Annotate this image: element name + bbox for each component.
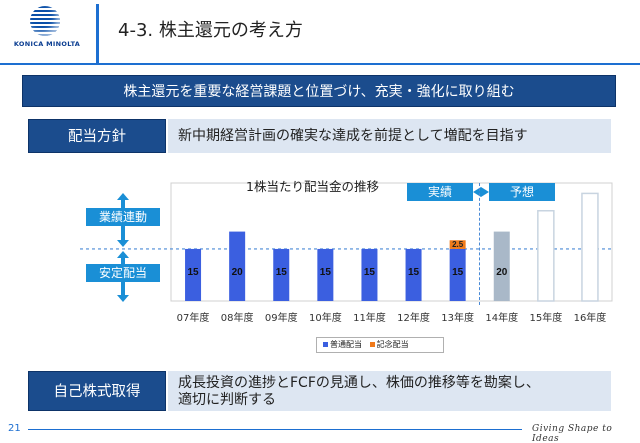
bar-value-label: 15 [320, 267, 332, 278]
stable-arrow-head-bottom [117, 295, 129, 302]
forecast-period-tag: 予想 [489, 183, 555, 201]
share-buyback-line-1: 成長投資の進捗とFCFの見通し、株価の推移等を勘案し、 [178, 375, 540, 391]
page-number: 21 [8, 423, 21, 434]
bar-value-label: 15 [408, 267, 420, 278]
bar-forecast-7 [493, 231, 510, 301]
bar-value-label: 15 [364, 267, 376, 278]
commemorative-value-label: 2.5 [452, 240, 464, 249]
policy-banner: 株主還元を重要な経営課題と位置づけ、充実・強化に取り組む [22, 75, 616, 107]
x-tick-label: 16年度 [574, 311, 607, 324]
x-tick-label: 08年度 [221, 311, 254, 324]
x-tick-label: 09年度 [265, 311, 298, 324]
x-tick-label: 07年度 [177, 311, 210, 324]
share-buyback-text: 成長投資の進捗とFCFの見通し、株価の推移等を勘案し、 適切に判断する [168, 371, 611, 411]
bar-outline-8 [537, 210, 555, 302]
performance-arrow-head-bottom [117, 239, 129, 247]
x-tick-label: 15年度 [529, 311, 562, 324]
x-tick-label: 14年度 [485, 311, 518, 324]
footer-slogan: Giving Shape to Ideas [532, 424, 613, 443]
company-logo: KONICA MINOLTA [0, 0, 92, 62]
bar-regular-5 [405, 248, 422, 301]
bar-outline-9 [581, 192, 599, 302]
chart-legend: 普通配当 記念配当 [316, 337, 444, 353]
page-title: 4-3. 株主還元の考え方 [118, 20, 303, 41]
share-buyback-line-2: 適切に判断する [178, 392, 276, 408]
stable-arrow-head-top [117, 250, 129, 258]
actual-period-tag: 実績 [407, 183, 473, 201]
actual-forecast-divider [479, 183, 480, 305]
x-tick-label: 12年度 [397, 311, 430, 324]
x-tick-label: 10年度 [309, 311, 342, 324]
chart-title: 1株当たり配当金の推移 [246, 179, 379, 194]
share-buyback-label: 自己株式取得 [28, 371, 166, 411]
dividend-policy-label: 配当方針 [28, 119, 166, 153]
bar-regular-2 [273, 248, 290, 301]
chart-bars [185, 192, 599, 302]
legend-commemorative-label: 記念配当 [376, 340, 409, 349]
bar-value-label: 20 [232, 267, 244, 278]
stable-dividend-tag: 安定配当 [86, 264, 160, 282]
globe-logo-icon [30, 6, 60, 36]
bar-regular-3 [317, 248, 334, 301]
header-vertical-rule [96, 4, 99, 64]
footer-rule [28, 429, 522, 430]
logo-text: KONICA MINOLTA [13, 40, 81, 48]
performance-arrow-head-top [117, 193, 129, 200]
legend-regular-label: 普通配当 [330, 340, 362, 349]
bar-value-label: 15 [187, 267, 199, 278]
arrow-right-icon [481, 187, 489, 197]
legend-commemorative-swatch [369, 342, 375, 347]
bar-value-label: 20 [496, 267, 508, 278]
chart-labels: 15 07年度 20 08年度 15 09年度 15 10年度 15 11年度 15 12年度 2.5 1… [177, 240, 607, 324]
performance-linked-tag: 業績連動 [86, 208, 160, 226]
bar-regular-1 [229, 231, 246, 301]
dividend-policy-text: 新中期経営計画の確実な達成を前提として増配を目指す [168, 119, 611, 153]
bar-value-label: 15 [452, 267, 464, 278]
header-divider [0, 63, 640, 65]
bar-regular-6 [449, 248, 466, 301]
bar-value-label: 15 [276, 267, 288, 278]
legend-regular-swatch [323, 342, 328, 347]
bar-regular-4 [361, 248, 378, 301]
bar-commemorative-6 [449, 240, 466, 249]
x-tick-label: 13年度 [441, 311, 474, 324]
bar-regular-0 [185, 248, 202, 301]
x-tick-label: 11年度 [353, 311, 386, 324]
